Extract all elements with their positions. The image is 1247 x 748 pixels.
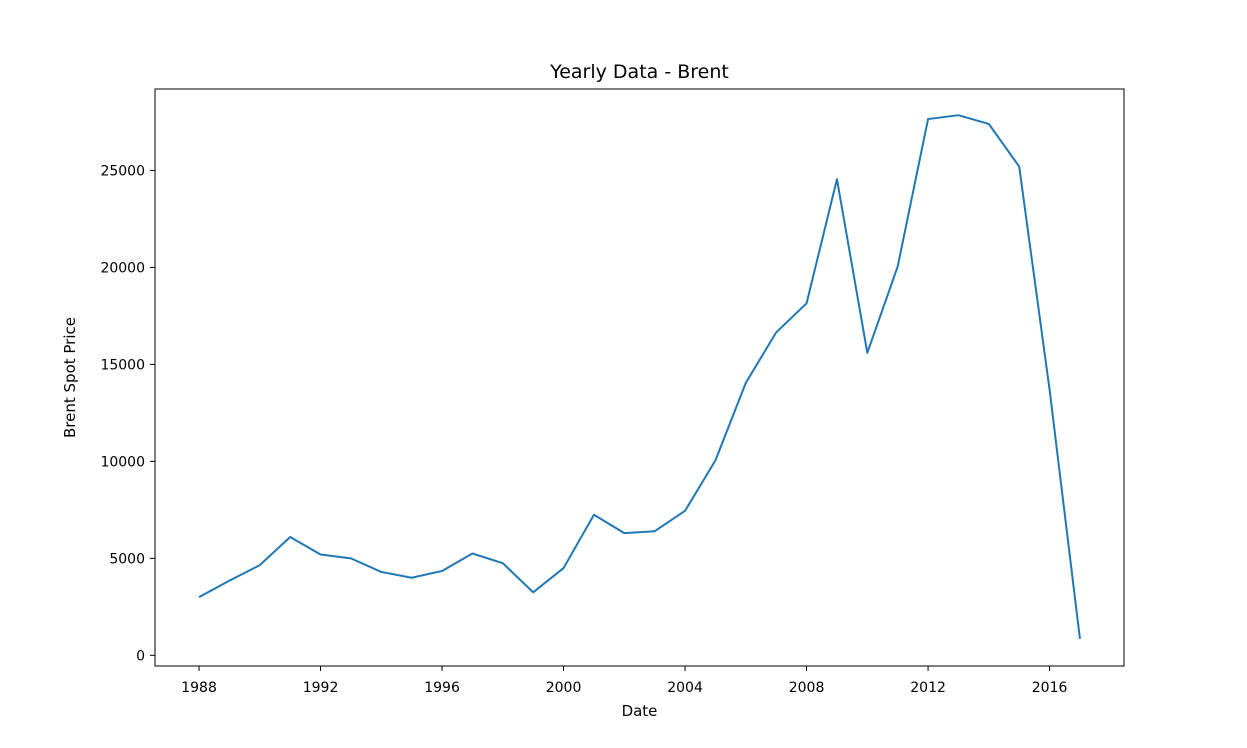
x-tick-label: 2000 (546, 680, 582, 696)
series-layer (198, 114, 1081, 639)
plot-area (154, 88, 1125, 667)
x-axis: 1988 1992 1996 2000 2004 2008 2012 2016 (181, 666, 1067, 696)
y-axis: 0 5000 10000 15000 20000 25000 (100, 163, 155, 664)
y-tick-label: 15000 (100, 357, 145, 373)
y-tick-label: 10000 (100, 454, 145, 470)
chart-title: Yearly Data - Brent (549, 61, 729, 83)
x-tick-label: 2012 (910, 680, 946, 696)
y-tick-label: 0 (136, 648, 145, 664)
x-tick-label: 2016 (1032, 680, 1068, 696)
y-tick-label: 25000 (100, 163, 145, 179)
y-tick-label: 20000 (100, 260, 145, 276)
y-tick-label: 5000 (109, 551, 145, 567)
x-tick-label: 2008 (789, 680, 825, 696)
series-line (198, 114, 1081, 639)
x-tick-label: 1996 (424, 680, 460, 696)
x-tick-label: 1988 (181, 680, 217, 696)
x-axis-title: Date (622, 702, 658, 720)
x-tick-label: 2004 (667, 680, 703, 696)
x-tick-label: 1992 (303, 680, 339, 696)
y-axis-title: Brent Spot Price (61, 317, 79, 438)
